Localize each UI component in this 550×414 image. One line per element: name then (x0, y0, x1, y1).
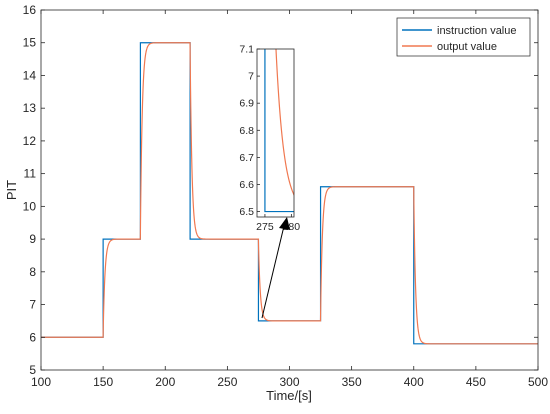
x-tick-label: 300 (279, 375, 299, 389)
series-line-output (41, 42, 538, 345)
x-axis: 100 150 200 250 300 350 400 450 500 (31, 10, 548, 389)
x-tick-label: 450 (466, 375, 486, 389)
y-tick-label: 9 (29, 232, 36, 246)
y-tick-label: 7 (29, 298, 36, 312)
inset-y-tick-label: 6.5 (239, 206, 254, 218)
inset-y-tick-label: 7.1 (239, 44, 254, 56)
inset-y-tick-label: 7 (248, 71, 254, 83)
x-tick-label: 250 (217, 375, 237, 389)
y-tick-label: 16 (23, 3, 37, 17)
y-tick-label: 5 (29, 363, 36, 377)
inset-y-tick-label: 6.7 (239, 152, 254, 164)
legend: instruction value output value (396, 17, 531, 57)
x-tick-label: 400 (404, 375, 424, 389)
inset-y-tick-label: 6.6 (239, 179, 254, 191)
y-tick-label: 12 (23, 134, 37, 148)
y-tick-label: 11 (24, 167, 37, 181)
x-tick-label: 100 (31, 375, 51, 389)
inset-y-axis: 6.5 6.6 6.7 6.8 6.9 7 7.1 (239, 44, 260, 218)
inset-x-tick-label: 275 (256, 221, 274, 233)
y-tick-label: 14 (23, 68, 37, 82)
inset-line-output (275, 49, 294, 197)
y-tick-label: 13 (23, 101, 37, 115)
zoom-arrow-line (261, 225, 285, 319)
legend-box (396, 17, 531, 57)
zoom-arrow (261, 217, 290, 319)
x-tick-label: 350 (342, 375, 362, 389)
inset-background (257, 49, 294, 217)
inset-series-lines (264, 49, 294, 213)
x-tick-label: 150 (93, 375, 113, 389)
legend-label-output: output value (437, 41, 497, 53)
x-tick-label: 200 (155, 375, 175, 389)
inset-frame (256, 48, 295, 218)
y-axis: 5 6 7 8 9 10 11 12 13 14 15 16 (23, 3, 538, 377)
main-series-lines (41, 42, 538, 345)
y-axis-label: PIT (4, 180, 19, 200)
y-tick-label: 6 (29, 330, 36, 344)
zoom-arrow-head (279, 217, 290, 230)
inset-y-tick-label: 6.8 (239, 125, 254, 137)
legend-label-instruction: instruction value (437, 25, 517, 37)
y-tick-label: 15 (23, 36, 37, 50)
x-axis-label: Time/[s] (266, 388, 312, 403)
inset-y-tick-label: 6.9 (239, 98, 254, 110)
x-tick-label: 500 (528, 375, 548, 389)
y-tick-label: 8 (29, 265, 36, 279)
y-tick-label: 10 (23, 199, 37, 213)
